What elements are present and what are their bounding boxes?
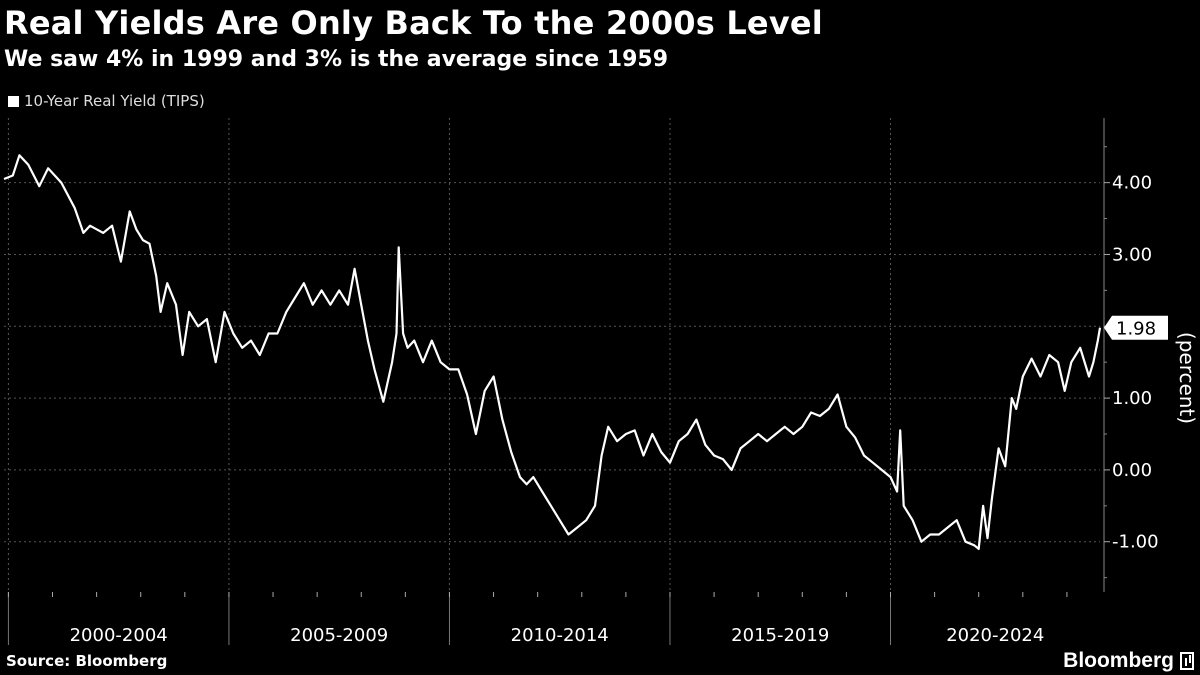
legend: 10-Year Real Yield (TIPS) <box>8 92 205 110</box>
chart-title: Real Yields Are Only Back To the 2000s L… <box>4 4 823 42</box>
x-category-label: 2020-2024 <box>946 625 1044 646</box>
y-axis-label: (percent) <box>1175 332 1199 424</box>
legend-label: 10-Year Real Yield (TIPS) <box>24 92 205 110</box>
legend-swatch <box>8 95 19 107</box>
last-value-flag <box>1104 315 1168 340</box>
last-value-label: 1.98 <box>1116 319 1156 340</box>
y-tick-label: -1.00 <box>1112 532 1159 553</box>
series-line-10y-real-yield <box>3 154 1102 550</box>
x-category-label: 2010-2014 <box>511 625 609 646</box>
y-tick-label: 1.00 <box>1112 388 1152 409</box>
y-tick-label: 3.00 <box>1112 244 1152 265</box>
chart-subtitle: We saw 4% in 1999 and 3% is the average … <box>4 47 669 72</box>
y-tick-label: 4.00 <box>1112 173 1152 194</box>
x-category-label: 2005-2009 <box>290 625 388 646</box>
bloomberg-logo: Bloomberg <box>1063 649 1194 673</box>
terminal-icon <box>1180 652 1194 670</box>
x-category-label: 2015-2019 <box>731 625 829 646</box>
x-category-label: 2000-2004 <box>70 625 168 646</box>
brand-text: Bloomberg <box>1063 649 1174 672</box>
y-tick-label: 0.00 <box>1112 460 1152 481</box>
source-note: Source: Bloomberg <box>6 652 168 670</box>
